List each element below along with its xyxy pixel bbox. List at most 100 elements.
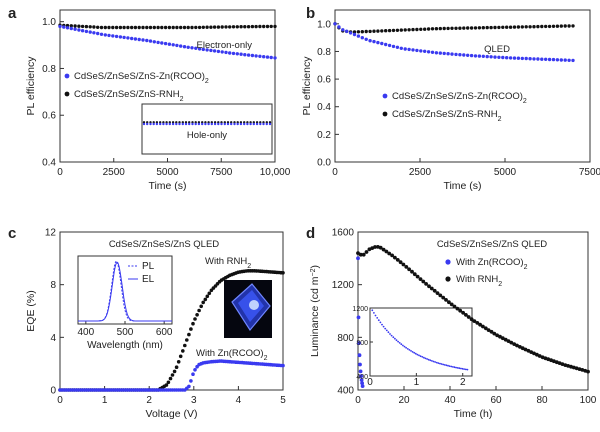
panel-a-inset-rnh2-point-17 [197,121,201,124]
panel-a-inset-rnh2-point-31 [243,121,246,124]
panel-a-series-rnh2-point-14 [111,25,115,30]
panel-a-series-zn-point-42 [216,49,221,54]
panel-b-series-rnh2-point-57 [555,24,560,28]
panel-a-series-zn-point-4 [73,27,77,31]
panel-b-series-zn-point-5 [352,32,357,37]
panel-a-series-rnh2-point-29 [167,25,172,30]
panel-a-series-rnh2-point-45 [228,25,232,29]
panel-b-series-rnh2-point-17 [399,28,403,32]
panel-c-series-label-zn-sub: 2 [264,355,268,362]
panel-d-legend-marker-1 [445,276,451,282]
panel-b-frame [334,9,591,163]
panel-d-series-rnh2-point-36 [458,308,463,313]
panel-c-series-rnh2-point-72 [205,294,210,299]
panel-a-series-zn-point-47 [235,52,239,56]
panel-a-series-zn-point-3 [69,26,74,31]
panel-d-ylabel-main: Luminance (cd m [309,276,321,357]
panel-c-inset-xtick-label-2: 600 [156,327,173,338]
panel-a-inset-rnh2-point-11 [178,121,181,124]
panel-d-label: d [306,225,315,242]
panel-a-inset-rnh2-point-7 [165,121,168,124]
panel-a-series-zn-point-54 [262,55,266,59]
panel-a-inset-zn-point-7 [165,122,168,126]
panel-d-ylabel: Luminance (cd m−2) [309,265,321,357]
panel-b-series-zn-point-33 [462,53,466,57]
panel-c-series-rnh2-point-109 [281,271,285,275]
panel-a-inset-rnh2-point-37 [262,121,265,124]
panel-b-series-zn-point-47 [516,56,521,60]
panel-c-xtick-label-5: 5 [280,395,286,406]
panel-d-series-zn-point-4 [358,362,362,367]
panel-c-series-zn-point-64 [189,379,193,383]
panel-d-inset-point-9 [385,329,388,332]
panel-b-series-rnh2-point-12 [380,29,384,33]
panel-d-inset-point-16 [397,340,399,343]
panel-d-xtick-label-3: 60 [490,395,502,406]
panel-d-series-zn-point-5 [358,369,363,374]
panel-a-inset-zn-point-24 [220,122,223,126]
panel-d-ylabel-sup: −2 [310,268,317,276]
panel-a-inset-zn-point-14 [188,122,191,126]
panel-d-inset-point-38 [432,360,435,363]
panel-a-series-zn-point-48 [239,52,243,56]
panel-d-series-zn-point-9 [360,384,365,388]
panel-b-series-rnh2-point-31 [454,26,458,30]
panel-a-ytick-label-1: 0.6 [42,111,56,122]
panel-c-series-rnh2-point-71 [203,297,208,302]
panel-a-inset-rnh2-point-14 [188,121,191,124]
panel-d-series-rnh2-point-32 [447,300,451,305]
panel-b-series-rnh2-point-50 [528,25,532,29]
panel-a-series-zn-point-46 [231,51,236,56]
panel-a-ylabel: PL efficiency [25,56,37,116]
panel-d-series-rnh2-point-17 [404,265,409,269]
panel-d-series-zn-point-2 [357,341,361,345]
panel-d-inset-point-23 [408,349,411,351]
panel-b-series-zn-point-50 [528,57,532,61]
panel-b-series-zn-point-23 [423,49,427,53]
panel-a-inset-zn-point-13 [184,122,188,126]
panel-d-inset-point-10 [387,331,390,334]
panel-d-inset-point-3 [376,317,379,319]
panel-a-series-zn-point-5 [77,28,81,32]
panel-d-frame [357,231,589,391]
panel-d-series-rnh2-point-14 [395,258,400,262]
panel-d-series-rnh2-point-45 [483,326,488,331]
panel-b-ytick-label-5: 1.0 [317,19,331,30]
panel-d-inset-point-59 [466,368,469,371]
panel-a-series-rnh2-point-19 [130,25,134,30]
panel-c-series-rnh2-point-59 [178,354,183,359]
panel-c-series-rnh2-point-58 [176,360,181,364]
panel-b-series-zn-point-35 [469,53,474,58]
panel-a-series-zn-point-38 [201,47,205,52]
panel-a-inset-zn-point-39 [268,122,272,126]
panel-a-inset-rnh2-point-13 [184,121,188,124]
panel-a-inset-rnh2-point-32 [246,121,249,124]
panel-c-series-rnh2-point-70 [201,300,205,305]
panel-d-inset-point-0 [371,309,374,312]
panel-d-inset-point-2 [374,314,377,317]
panel-d-series-rnh2-point-37 [461,310,465,315]
panel-a-series-zn-point-17 [122,35,126,40]
panel-b-series-zn-point-34 [466,53,470,57]
panel-a-series-zn-point-41 [212,49,217,53]
panel-d-inset-point-24 [410,350,412,352]
panel-b-series-zn-point-25 [430,50,435,54]
panel-a-series-zn-point-51 [250,53,255,58]
panel-d-inset-point-26 [413,351,416,354]
panel-c-series-rnh2-point-69 [199,304,203,309]
panel-a-inset-rnh2-point-16 [194,121,197,124]
panel-a-inset-rnh2-point-38 [265,121,268,124]
panel-b-legend-1-sub: 2 [498,116,502,123]
panel-a-series-rnh2-point-12 [103,25,108,30]
panel-a-series-rnh2-point-44 [224,25,228,29]
panel-b-legend-0: CdSeS/ZnSeS/ZnS-Zn(RCOO)2 [392,91,527,105]
panel-a-inset-rnh2-point-4 [155,121,159,124]
panel-c-series-rnh2-point-63 [187,332,191,337]
panel-a-inset-rnh2-point-21 [210,121,213,124]
panel-c-inset-xlabel: Wavelength (nm) [87,340,163,351]
panel-c-xtick-label-2: 2 [146,395,152,406]
panel-a-series-rnh2-point-47 [235,25,239,29]
panel-a-series-zn-point-31 [175,43,179,48]
panel-d-series-rnh2-point-77 [574,366,579,371]
panel-d-series-rnh2-point-81 [586,369,590,374]
